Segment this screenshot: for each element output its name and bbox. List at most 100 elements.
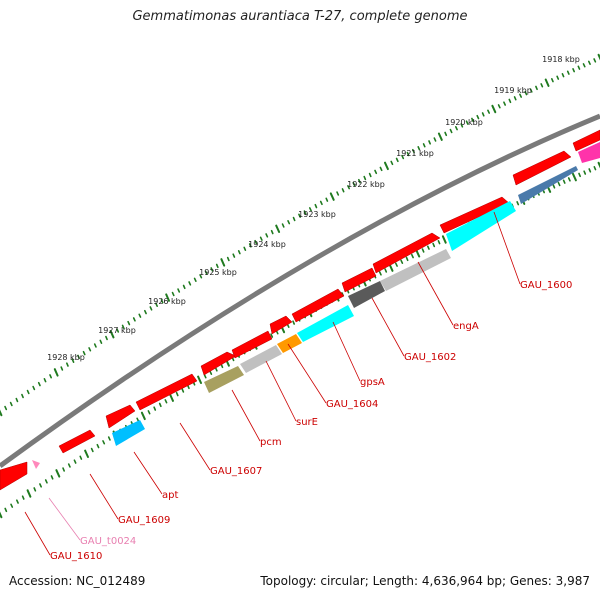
tick-mark <box>158 402 162 408</box>
tick-mark <box>406 151 410 157</box>
tick-mark <box>169 393 174 402</box>
tick-mark <box>411 148 415 154</box>
tick-mark <box>248 243 252 248</box>
gene-arrow[interactable] <box>135 373 198 411</box>
tick-mark <box>4 405 8 411</box>
gene-block-GAU_1604[interactable] <box>277 334 302 353</box>
tick-mark <box>37 381 41 387</box>
tick-mark <box>593 58 597 63</box>
tick-mark <box>197 375 202 384</box>
gene-block-GAU_1602[interactable] <box>348 281 385 308</box>
tick-mark <box>121 324 125 330</box>
tick-mark <box>270 229 274 235</box>
tick-mark <box>160 298 164 304</box>
tick-mark <box>62 467 65 472</box>
tick-mark <box>15 499 19 504</box>
gene-arrow[interactable] <box>578 142 600 163</box>
gene-block-apt[interactable] <box>112 420 145 446</box>
gene-arrow[interactable] <box>291 288 345 323</box>
gene-label[interactable]: apt <box>162 490 178 501</box>
kbp-tick-label: 1921 kbp <box>396 149 434 158</box>
tick-mark <box>73 459 77 464</box>
gene-arrow[interactable] <box>572 129 600 152</box>
tick-mark <box>572 172 577 182</box>
tick-mark <box>127 320 131 326</box>
tick-mark <box>232 253 236 258</box>
gene-arrow[interactable] <box>231 330 273 359</box>
tick-mark <box>513 96 517 101</box>
gene-block-surE[interactable] <box>240 345 282 373</box>
tick-mark <box>79 455 83 460</box>
tick-mark <box>149 306 153 311</box>
kbp-tick-label: 1923 kbp <box>298 210 336 219</box>
tick-mark <box>441 235 447 244</box>
tick-mark <box>292 320 296 325</box>
gene-arrow[interactable] <box>518 166 578 204</box>
gene-block-GAU_t0024[interactable] <box>32 460 40 469</box>
tick-mark <box>109 330 115 339</box>
kbp-tick-labels: 1918 kbp 1919 kbp 1920 kbp 1921 kbp 1922 kbp… <box>47 55 580 362</box>
tick-mark <box>265 233 269 238</box>
tick-mark <box>487 109 491 114</box>
tick-mark <box>476 114 480 120</box>
tick-mark <box>84 449 89 458</box>
tick-mark <box>220 363 224 369</box>
tick-mark <box>140 411 146 421</box>
tick-mark <box>481 112 485 117</box>
tick-mark <box>588 168 592 173</box>
gene-label[interactable]: GAU_1604 <box>326 399 378 410</box>
tick-mark <box>181 388 185 393</box>
gene-arrow[interactable] <box>372 232 441 274</box>
gene-label[interactable]: engA <box>453 321 479 332</box>
tick-mark <box>566 70 570 75</box>
gene-label[interactable]: GAU_1602 <box>404 352 456 363</box>
gene-label[interactable]: pcm <box>260 437 282 448</box>
gene-label[interactable]: GAU_1607 <box>210 466 262 477</box>
tick-mark <box>352 181 356 187</box>
gene-label[interactable]: gpsA <box>360 377 385 388</box>
gene-block-engA[interactable] <box>380 249 451 291</box>
tick-mark <box>471 117 474 123</box>
gene-label[interactable]: GAU_t0024 <box>80 536 136 547</box>
tick-mark <box>26 489 32 498</box>
tick-mark <box>199 274 203 279</box>
tick-mark <box>557 181 561 187</box>
tick-mark <box>275 224 281 233</box>
tick-mark <box>33 487 37 492</box>
gene-arrow[interactable] <box>0 461 28 491</box>
gene-label[interactable]: surE <box>296 417 318 428</box>
tick-mark <box>187 384 190 390</box>
tick-mark <box>561 73 565 78</box>
tick-mark <box>182 284 186 290</box>
gene-block-GAU_1600[interactable] <box>446 201 516 251</box>
gene-label[interactable]: GAU_1610 <box>50 551 102 562</box>
tick-mark <box>96 443 100 449</box>
tick-mark <box>281 223 285 228</box>
tick-mark <box>60 366 64 371</box>
tick-mark <box>524 90 528 96</box>
tick-mark <box>415 249 421 258</box>
kbp-tick-label: 1927 kbp <box>98 326 136 335</box>
gene-arrow[interactable] <box>269 315 293 335</box>
tick-mark <box>44 479 48 484</box>
tick-mark <box>286 323 290 329</box>
gene-label[interactable]: GAU_1609 <box>118 515 170 526</box>
tick-mark <box>204 270 208 276</box>
tick-mark <box>308 207 312 212</box>
tick-mark <box>384 161 389 171</box>
gene-arrow[interactable] <box>341 267 377 293</box>
gene-arrow[interactable] <box>105 404 136 429</box>
gene-arrow[interactable] <box>58 429 96 454</box>
gene-block-pcm[interactable] <box>204 366 244 393</box>
tick-mark <box>428 140 432 145</box>
tick-mark <box>102 440 106 445</box>
figure-title: Gemmatimonas aurantiaca T-27, complete g… <box>132 9 468 24</box>
tick-mark <box>449 128 453 134</box>
gene-label[interactable]: GAU_1600 <box>520 280 572 291</box>
tick-mark <box>105 335 108 341</box>
gene-arrow[interactable] <box>512 150 572 186</box>
tick-mark <box>426 245 430 250</box>
tick-mark <box>49 374 53 379</box>
gene-block-gpsA[interactable] <box>297 305 354 342</box>
